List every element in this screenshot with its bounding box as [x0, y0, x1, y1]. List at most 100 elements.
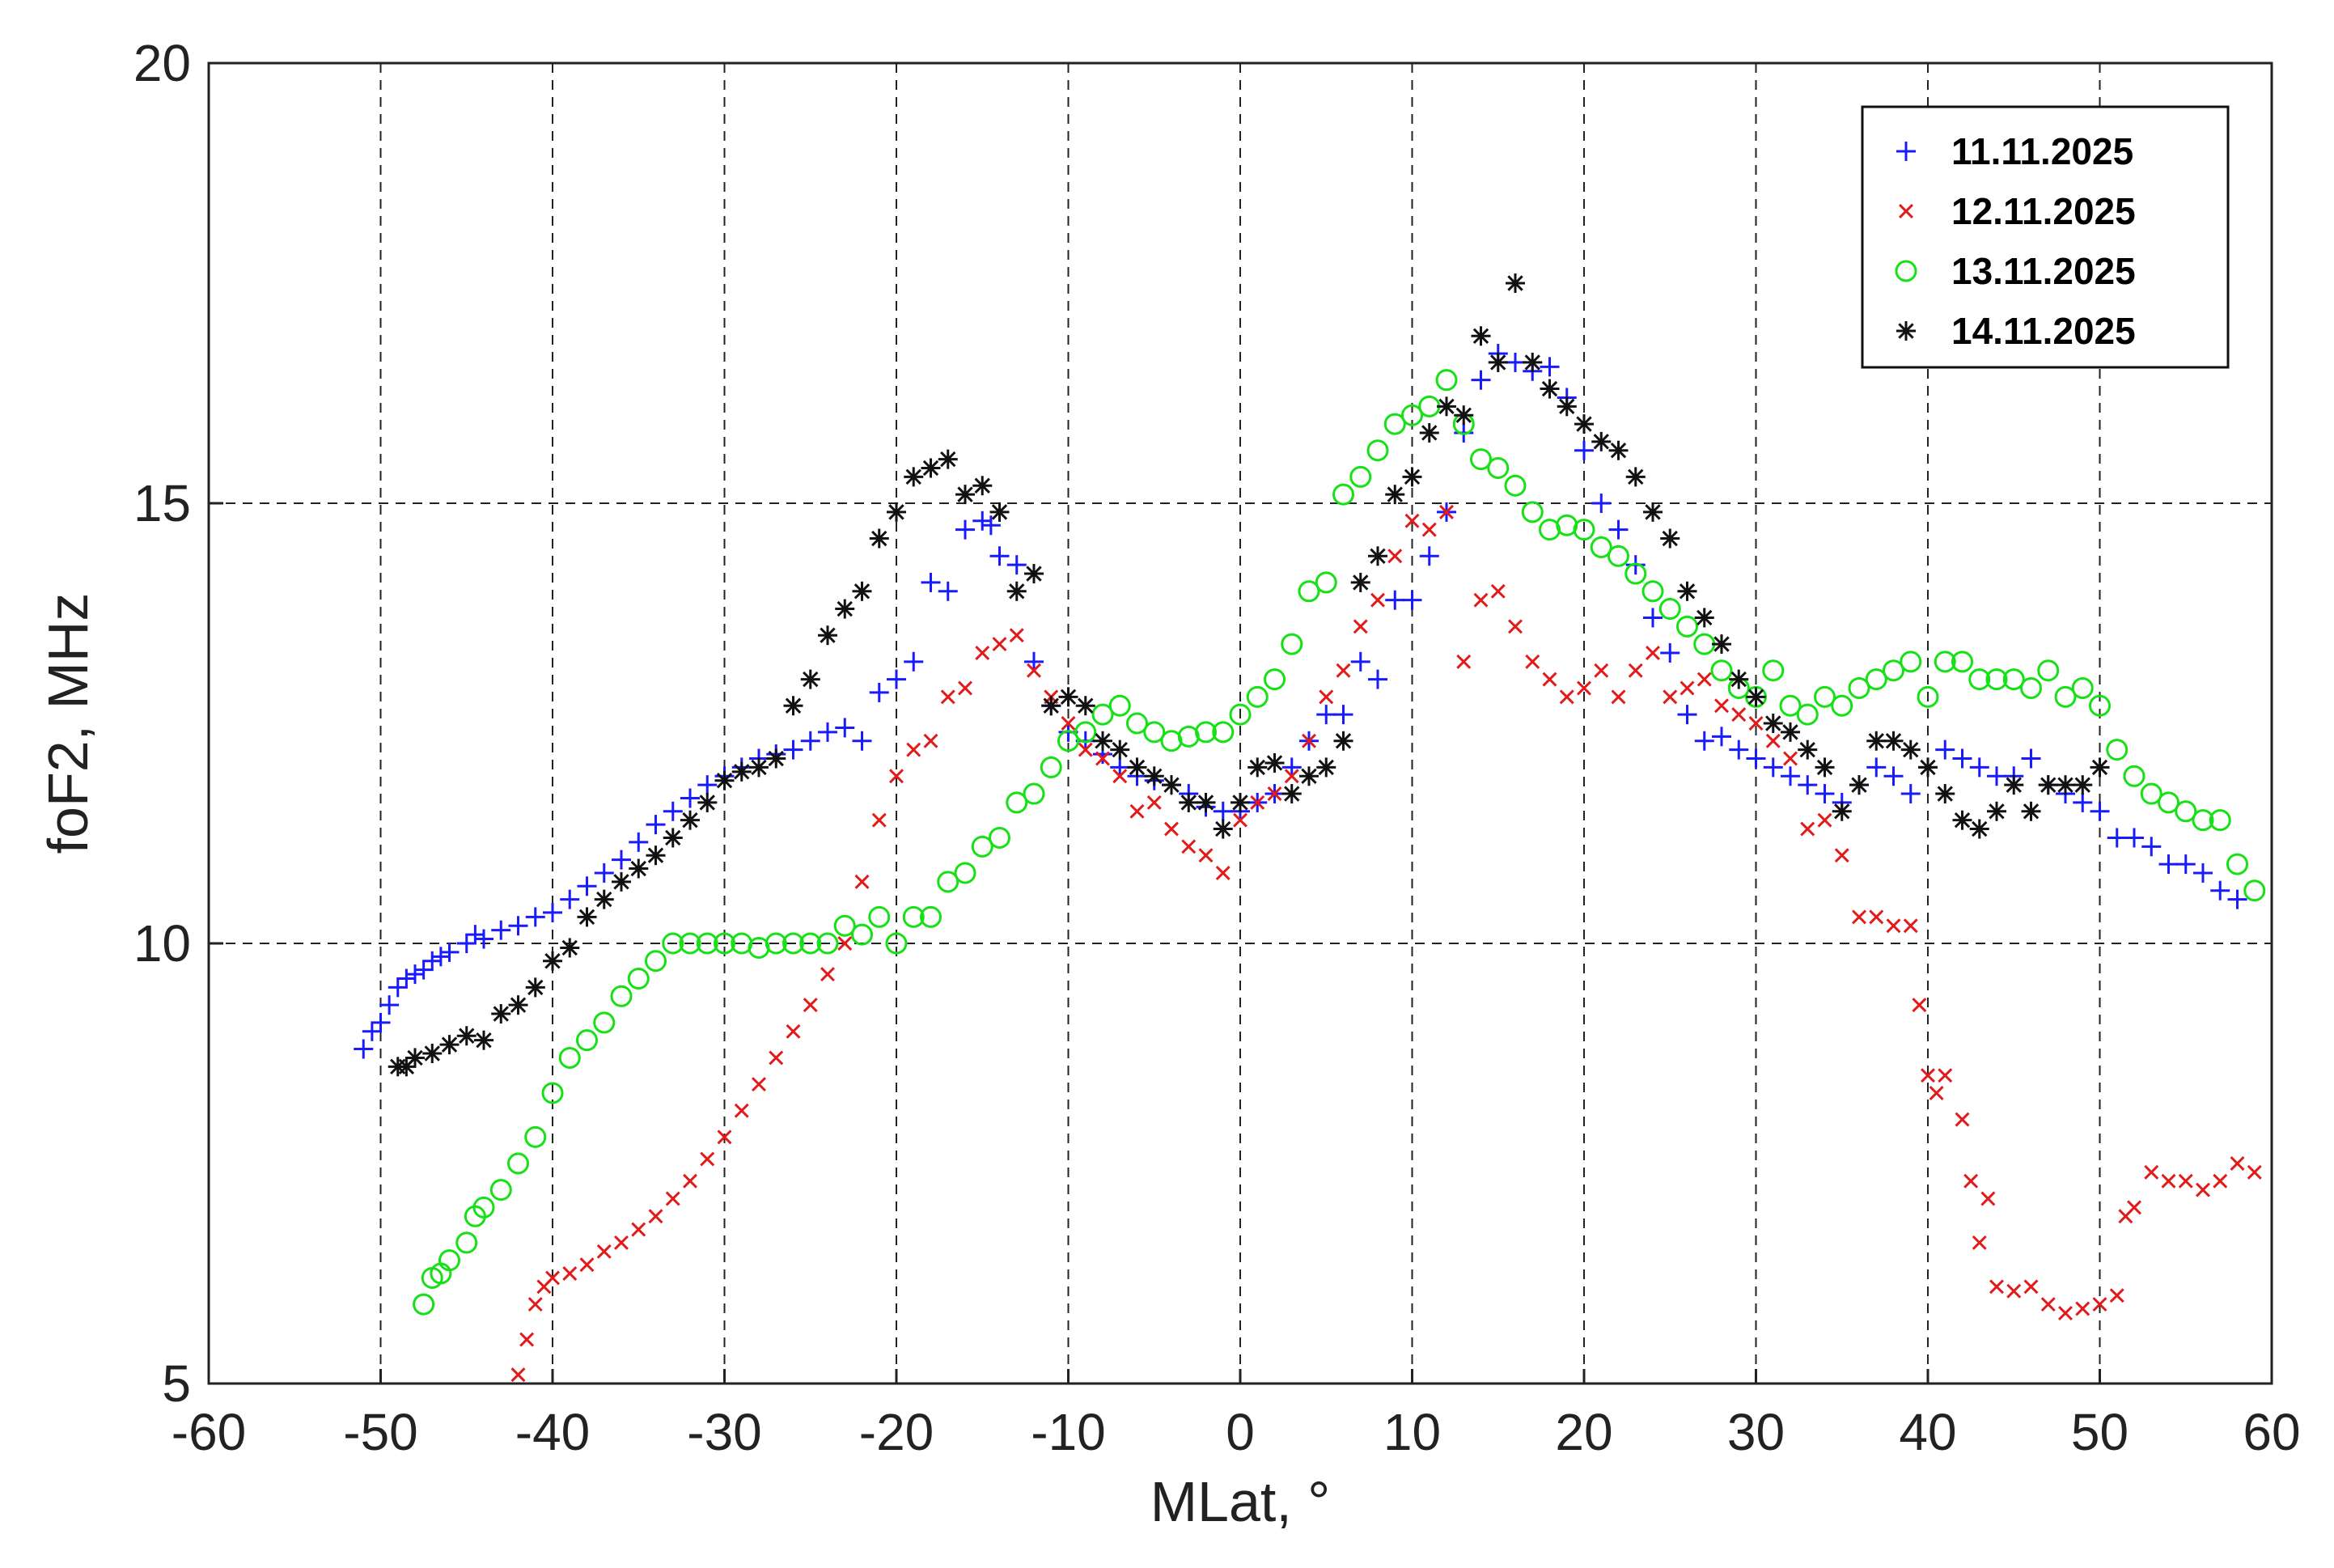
data-point — [472, 1196, 495, 1218]
data-point — [904, 651, 924, 672]
legend-item: 14.11.2025 — [1896, 310, 2136, 352]
data-point — [422, 951, 443, 971]
data-point — [1608, 440, 1629, 460]
data-point — [940, 689, 955, 705]
data-point — [769, 1050, 784, 1066]
data-point — [1729, 740, 1749, 760]
data-point — [869, 682, 889, 702]
y-tick-label: 20 — [133, 34, 191, 92]
data-point — [1196, 792, 1216, 812]
data-point — [1935, 740, 1955, 760]
data-point — [1146, 795, 1162, 810]
legend-box — [1861, 105, 2230, 369]
data-point — [2107, 828, 2127, 848]
data-point — [1963, 1173, 1979, 1189]
x-tick-label: -30 — [687, 1403, 762, 1461]
data-point — [1646, 645, 1660, 660]
legend-item: 12.11.2025 — [1899, 190, 2136, 232]
data-point — [2123, 765, 2146, 787]
data-point — [631, 1222, 646, 1237]
data-point — [1643, 502, 1663, 522]
data-point — [2092, 1297, 2107, 1312]
data-point — [1181, 839, 1197, 854]
data-point — [2023, 1279, 2039, 1295]
x-tick-label: -40 — [515, 1403, 591, 1461]
x-axis-title: MLat, ° — [1150, 1470, 1331, 1533]
data-point — [696, 932, 718, 955]
data-point — [2054, 685, 2077, 708]
data-point — [680, 810, 700, 830]
data-point — [1540, 357, 1560, 377]
data-point — [1935, 784, 1955, 804]
data-point — [2192, 809, 2214, 832]
data-point — [1368, 669, 1387, 689]
data-point — [413, 960, 434, 980]
data-point — [405, 1048, 425, 1068]
data-point — [545, 1270, 560, 1286]
data-point — [1471, 326, 1491, 346]
data-point — [2073, 775, 2093, 795]
data-point — [1302, 733, 1316, 748]
data-point — [1315, 571, 1337, 594]
data-point — [1370, 592, 1385, 608]
data-point — [1899, 204, 1913, 218]
data-point — [1523, 352, 1543, 372]
data-point — [920, 905, 942, 928]
data-point — [697, 775, 718, 795]
data-point — [2226, 853, 2248, 875]
data-point — [1625, 467, 1646, 487]
data-point — [2040, 1297, 2056, 1312]
legend: 11.11.2025 12.11.2025 13.11.2025 14.11.2025 — [1861, 105, 2230, 369]
data-point — [782, 932, 804, 955]
data-point — [1470, 448, 1492, 471]
data-point — [1454, 405, 1474, 426]
data-point — [1525, 654, 1540, 669]
data-point — [1832, 801, 1852, 821]
data-point — [1006, 791, 1028, 814]
data-point — [1006, 581, 1027, 601]
data-point — [1886, 918, 1901, 934]
data-point — [1951, 651, 1973, 673]
data-point — [1912, 998, 1927, 1013]
data-point — [800, 731, 820, 751]
data-point — [1332, 483, 1354, 506]
data-point — [2141, 837, 2162, 857]
data-point — [783, 696, 803, 716]
data-point — [1980, 1191, 1996, 1206]
data-point — [786, 1023, 801, 1039]
data-point — [541, 1082, 564, 1104]
data-point — [2020, 676, 2042, 699]
data-point — [593, 1011, 616, 1034]
data-point — [1831, 694, 1853, 717]
data-point — [1955, 1112, 1970, 1127]
data-point — [1628, 663, 1643, 678]
data-point — [820, 967, 835, 982]
data-point — [803, 998, 818, 1013]
data-point — [1387, 549, 1403, 564]
data-point — [1246, 685, 1269, 708]
data-point — [2090, 801, 2110, 821]
data-point — [579, 1257, 595, 1273]
data-point — [2230, 1156, 2245, 1171]
data-point — [614, 1235, 629, 1250]
data-point — [1009, 628, 1024, 643]
data-point — [1883, 766, 1904, 786]
data-point — [1896, 321, 1916, 341]
data-point — [508, 995, 528, 1015]
data-point — [491, 1004, 511, 1024]
data-point — [1041, 696, 1061, 716]
data-point — [1506, 352, 1525, 372]
data-point — [1712, 727, 1731, 747]
data-point — [868, 905, 891, 928]
data-point — [1817, 812, 1832, 828]
data-point — [1439, 504, 1454, 519]
data-point — [576, 1029, 598, 1052]
data-point — [1404, 513, 1420, 528]
data-point — [491, 920, 511, 940]
data-point — [1506, 273, 1525, 293]
data-point — [833, 914, 856, 937]
data-point — [2196, 1182, 2210, 1197]
data-point — [1350, 572, 1370, 592]
data-point — [1333, 731, 1353, 751]
data-point — [558, 1046, 581, 1069]
